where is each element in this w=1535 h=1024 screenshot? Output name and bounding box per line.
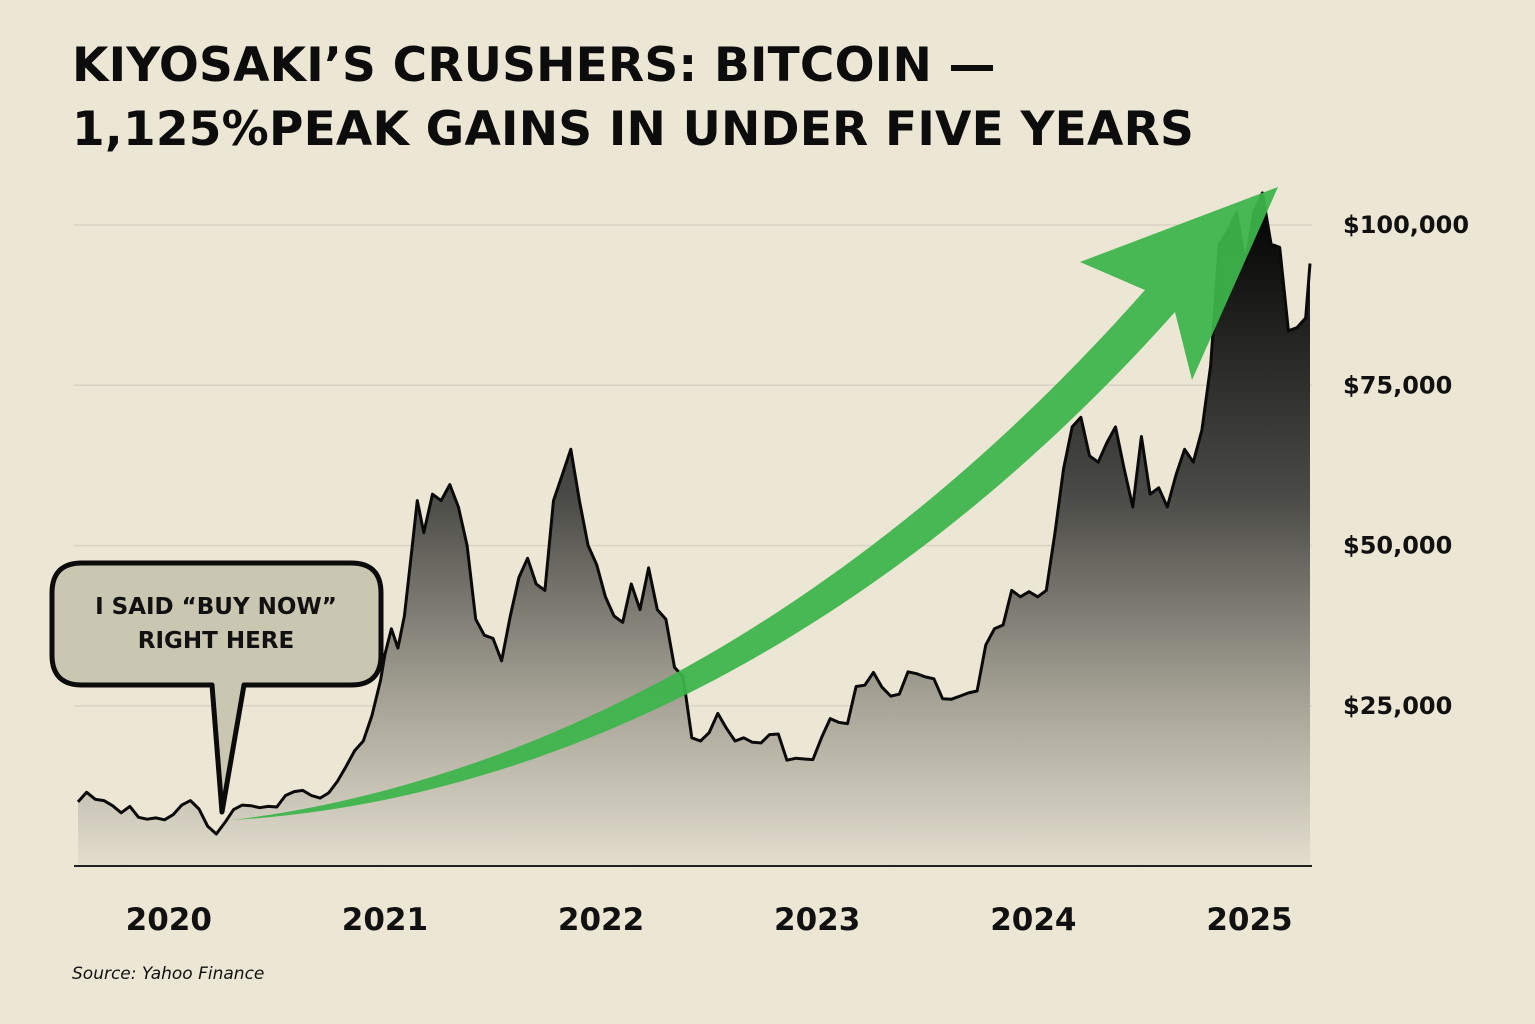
price-area <box>78 192 1310 866</box>
x-tick-label: 2023 <box>774 902 860 938</box>
callout-text-line-1: I SAID “BUY NOW” <box>95 594 337 620</box>
green-arrow-icon <box>232 187 1278 820</box>
x-tick-label: 2022 <box>558 902 644 938</box>
y-tick-label: $75,000 <box>1343 371 1452 399</box>
callout-text-line-2: RIGHT HERE <box>138 628 294 654</box>
y-tick-label: $25,000 <box>1343 692 1452 720</box>
callout-shape <box>49 560 384 815</box>
x-tick-label: 2024 <box>990 902 1076 938</box>
y-tick-labels: $100,000 $75,000 $50,000 $25,000 <box>1343 211 1469 720</box>
x-tick-labels: 2020 2021 2022 2023 2024 2025 <box>126 902 1293 938</box>
source-note: Source: Yahoo Finance <box>72 964 265 984</box>
chart-title-line-2: 1,125%PEAK GAINS IN UNDER FIVE YEARS <box>72 102 1195 157</box>
chart-title: KIYOSAKI’S CRUSHERS: BITCOIN — 1,125%PEA… <box>72 34 1194 162</box>
x-tick-label: 2020 <box>126 902 212 938</box>
y-tick-label: $50,000 <box>1343 532 1452 560</box>
x-tick-label: 2025 <box>1206 902 1292 938</box>
x-tick-label: 2021 <box>342 902 428 938</box>
y-tick-label: $100,000 <box>1343 211 1469 239</box>
price-line <box>76 191 1312 836</box>
chart-title-line-1: KIYOSAKI’S CRUSHERS: BITCOIN — <box>72 38 996 93</box>
callout-bubble: I SAID “BUY NOW” RIGHT HERE <box>49 560 384 815</box>
